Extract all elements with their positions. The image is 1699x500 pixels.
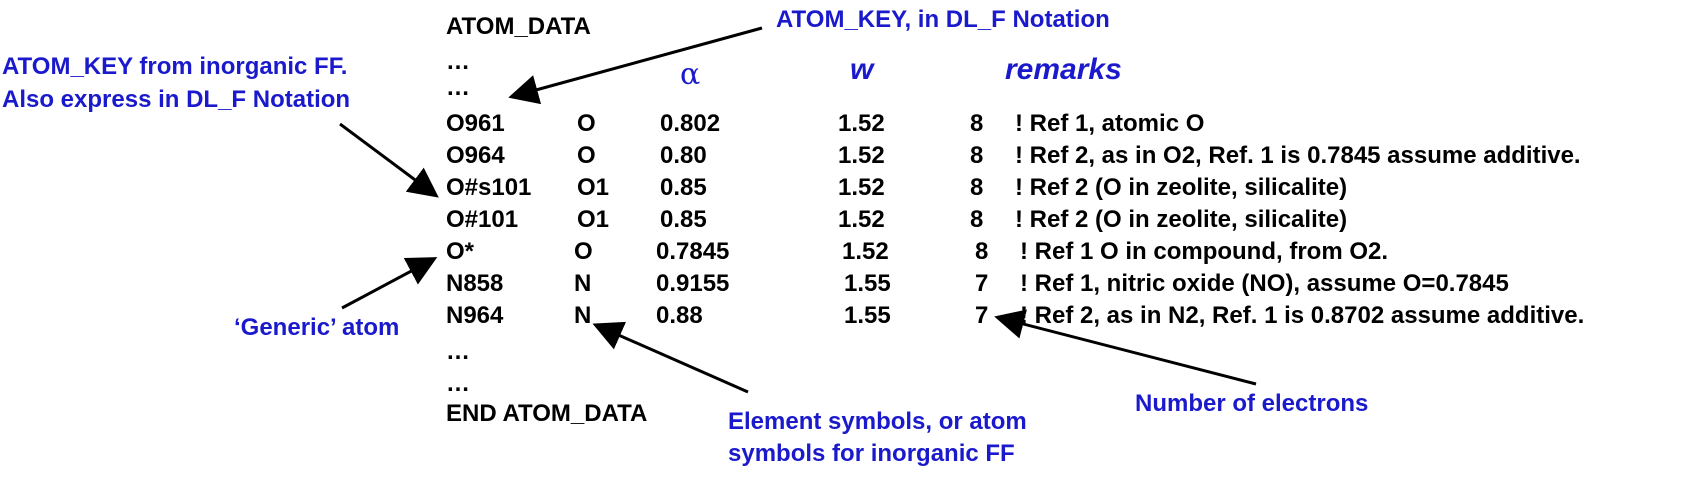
alpha-cell: 0.7845 <box>656 238 730 265</box>
element-cell: N <box>574 270 592 297</box>
atom-key-cell: O* <box>446 238 475 265</box>
w-cell: 1.55 <box>844 302 891 329</box>
atom-key-cell: O964 <box>446 142 505 169</box>
atom-key-cell: O#101 <box>446 206 519 233</box>
arrow-to-inorganic-key <box>339 122 439 198</box>
atom-key-cell: N858 <box>446 270 504 297</box>
electrons-cell: 8 <box>970 206 984 233</box>
atom-key-cell: O961 <box>446 110 505 137</box>
alpha-cell: 0.85 <box>660 206 707 233</box>
electrons-cell: 7 <box>975 270 989 297</box>
alpha-cell: 0.802 <box>660 110 721 137</box>
remark-cell: ! Ref 1 O in compound, from O2. <box>1020 238 1389 265</box>
w-cell: 1.52 <box>838 142 885 169</box>
alpha-cell: 0.88 <box>656 302 703 329</box>
arrow-to-element-symbol <box>592 321 749 394</box>
electrons-cell: 8 <box>970 110 984 137</box>
arrow-to-electron-count <box>994 309 1257 386</box>
annotation-generic-atom: ‘Generic’ atom <box>234 314 400 341</box>
column-header-w: w <box>850 53 874 86</box>
atom-data-title: ATOM_DATA <box>446 13 591 40</box>
ellipsis: … <box>446 74 470 101</box>
electrons-cell: 7 <box>975 302 989 329</box>
w-cell: 1.55 <box>844 270 891 297</box>
end-atom-data: END ATOM_DATA <box>446 400 648 427</box>
w-cell: 1.52 <box>838 110 885 137</box>
remark-cell: ! Ref 1, atomic O <box>1015 110 1205 137</box>
annotation-atom-key-inorganic-line1: ATOM_KEY from inorganic FF. <box>2 53 348 80</box>
alpha-cell: 0.85 <box>660 174 707 201</box>
annotation-atom-key-dlf: ATOM_KEY, in DL_F Notation <box>776 6 1110 33</box>
element-cell: O <box>577 142 596 169</box>
annotation-element-symbols-line2: symbols for inorganic FF <box>728 440 1015 467</box>
ellipsis: … <box>446 370 470 397</box>
w-cell: 1.52 <box>842 238 889 265</box>
column-header-alpha: α <box>680 57 701 92</box>
annotation-atom-key-inorganic-line2: Also express in DL_F Notation <box>2 86 351 113</box>
arrow-to-generic-atom <box>341 257 438 310</box>
element-cell: O1 <box>577 206 610 233</box>
arrow-to-atom-key-column <box>508 26 763 105</box>
ellipsis: … <box>446 48 470 75</box>
electrons-cell: 8 <box>970 142 984 169</box>
remark-cell: ! Ref 2, as in O2, Ref. 1 is 0.7845 assu… <box>1015 142 1581 169</box>
ellipsis: … <box>446 338 470 365</box>
w-cell: 1.52 <box>838 174 885 201</box>
remark-cell: ! Ref 2 (O in zeolite, silicalite) <box>1015 174 1348 201</box>
electrons-cell: 8 <box>970 174 984 201</box>
atom-key-cell: O#s101 <box>446 174 532 201</box>
alpha-cell: 0.80 <box>660 142 707 169</box>
element-cell: O <box>577 110 596 137</box>
w-cell: 1.52 <box>838 206 885 233</box>
element-cell: O1 <box>577 174 610 201</box>
remark-cell: ! Ref 1, nitric oxide (NO), assume O=0.7… <box>1020 270 1509 297</box>
remark-cell: ! Ref 2 (O in zeolite, silicalite) <box>1015 206 1348 233</box>
element-cell: O <box>574 238 593 265</box>
annotation-number-of-electrons: Number of electrons <box>1135 390 1369 417</box>
electrons-cell: 8 <box>975 238 989 265</box>
atom-key-cell: N964 <box>446 302 504 329</box>
element-cell: N <box>574 302 592 329</box>
column-header-remarks: remarks <box>1005 53 1122 86</box>
annotation-element-symbols-line1: Element symbols, or atom <box>728 408 1027 435</box>
remark-cell: ! Ref 2, as in N2, Ref. 1 is 0.8702 assu… <box>1020 302 1585 329</box>
alpha-cell: 0.9155 <box>656 270 730 297</box>
